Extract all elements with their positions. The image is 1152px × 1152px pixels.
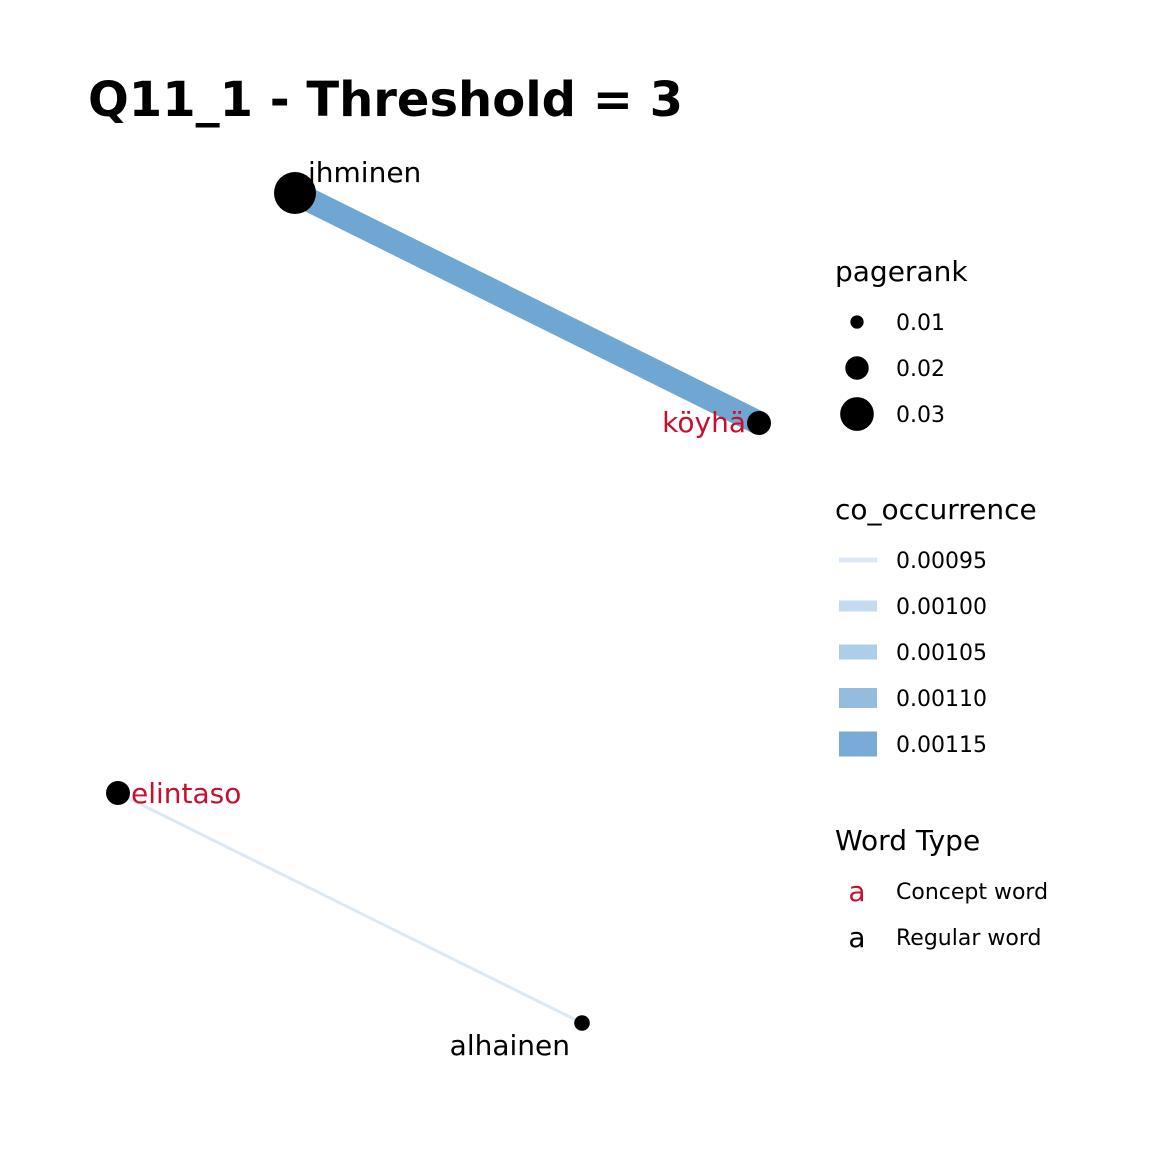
legend-co-occurrence-label: 0.00115 bbox=[896, 733, 987, 758]
edge-elintaso-alhainen bbox=[117, 791, 583, 1025]
legend-co-occurrence-swatch bbox=[839, 644, 877, 660]
legend-pagerank-dot bbox=[850, 315, 864, 329]
legend-co-occurrence-swatch bbox=[839, 688, 877, 708]
node-ihminen bbox=[274, 172, 316, 214]
legend-co-occurrence-title: co_occurrence bbox=[835, 493, 1037, 526]
node-label-alhainen: alhainen bbox=[450, 1029, 570, 1062]
legend-pagerank-title: pagerank bbox=[835, 255, 968, 288]
legend-co-occurrence-swatch bbox=[839, 600, 877, 612]
graph-title: Q11_1 - Threshold = 3 bbox=[88, 72, 683, 128]
legend-word-type-glyph: a bbox=[848, 875, 865, 908]
legend-pagerank-label: 0.02 bbox=[896, 357, 945, 382]
legend-co-occurrence-swatch bbox=[839, 731, 877, 757]
node-label-ihminen: ihminen bbox=[308, 156, 421, 189]
legend-co-occurrence-swatch bbox=[839, 557, 877, 563]
node-koyha bbox=[747, 411, 771, 435]
legend-pagerank: pagerank 0.01 0.02 0.03 bbox=[835, 255, 968, 431]
labels-layer: ihminen köyhä elintaso alhainen bbox=[131, 156, 746, 1062]
edges-layer bbox=[117, 182, 765, 1025]
edge-ihminen-koyha bbox=[289, 182, 765, 434]
legend-pagerank-label: 0.03 bbox=[896, 403, 945, 428]
node-alhainen bbox=[574, 1015, 590, 1031]
legend-co-occurrence-label: 0.00105 bbox=[896, 641, 987, 666]
legend-word-type-title: Word Type bbox=[835, 824, 980, 857]
legend-word-type-label: Concept word bbox=[896, 880, 1048, 905]
legend-word-type: Word Type a Concept word a Regular word bbox=[835, 824, 1048, 954]
legend-word-type-glyph: a bbox=[848, 921, 865, 954]
legend-co-occurrence-label: 0.00095 bbox=[896, 549, 987, 574]
legend-co-occurrence-label: 0.00110 bbox=[896, 687, 987, 712]
node-label-koyha: köyhä bbox=[662, 406, 746, 439]
legend-word-type-label: Regular word bbox=[896, 926, 1041, 951]
node-label-elintaso: elintaso bbox=[131, 777, 241, 810]
legend-pagerank-label: 0.01 bbox=[896, 311, 945, 336]
node-elintaso bbox=[106, 781, 130, 805]
legend-pagerank-dot bbox=[840, 397, 874, 431]
nodes-layer bbox=[106, 172, 771, 1031]
legend-pagerank-dot bbox=[845, 356, 869, 380]
legend-co-occurrence: co_occurrence 0.00095 0.00100 0.00105 0.001… bbox=[835, 493, 1037, 758]
legend-co-occurrence-label: 0.00100 bbox=[896, 595, 987, 620]
